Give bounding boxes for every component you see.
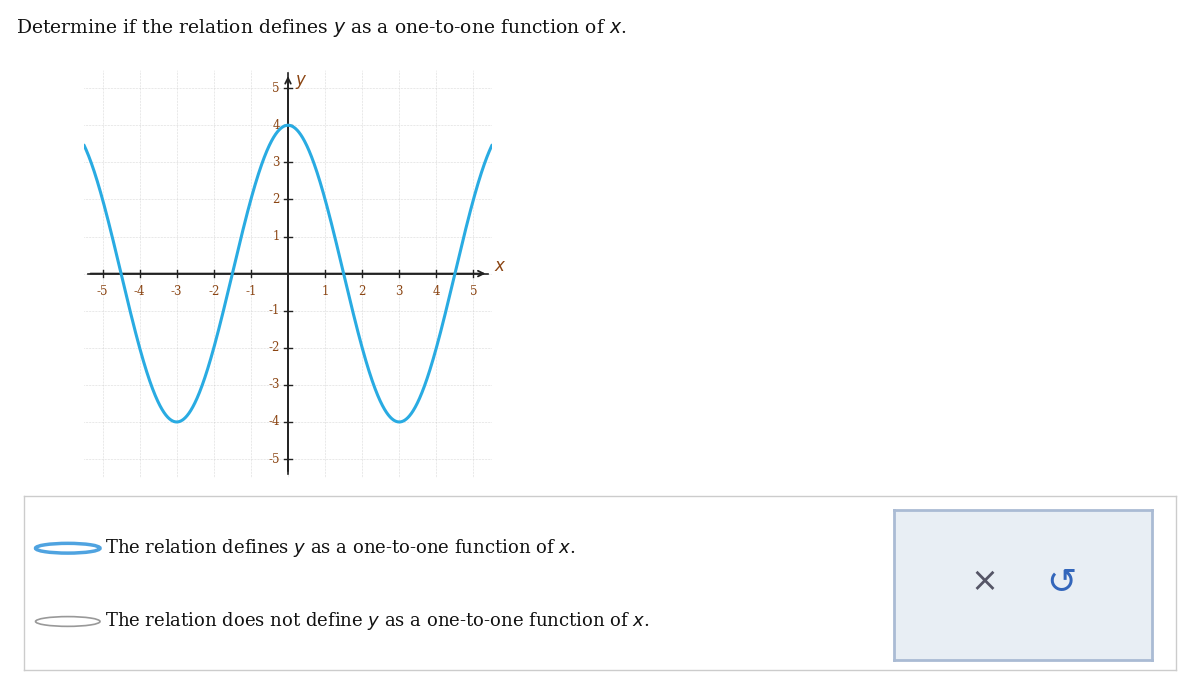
Text: 3: 3	[272, 156, 280, 169]
Text: -1: -1	[269, 304, 280, 317]
Text: -2: -2	[208, 285, 220, 298]
Text: 2: 2	[359, 285, 366, 298]
Text: -1: -1	[245, 285, 257, 298]
Text: 5: 5	[469, 285, 478, 298]
Text: The relation does not define $y$ as a one-to-one function of $x$.: The relation does not define $y$ as a on…	[104, 611, 649, 633]
Text: 3: 3	[396, 285, 403, 298]
Text: 4: 4	[272, 119, 280, 132]
Text: -2: -2	[269, 341, 280, 354]
Text: -5: -5	[97, 285, 108, 298]
Text: 2: 2	[272, 193, 280, 206]
Text: ×: ×	[971, 565, 998, 598]
Text: $x$: $x$	[494, 259, 506, 276]
Text: -3: -3	[170, 285, 182, 298]
Text: ↺: ↺	[1046, 565, 1076, 598]
Text: 4: 4	[433, 285, 440, 298]
Text: -5: -5	[269, 453, 280, 466]
Text: The relation defines $y$ as a one-to-one function of $x$.: The relation defines $y$ as a one-to-one…	[104, 537, 575, 560]
Text: -4: -4	[269, 415, 280, 428]
Text: -4: -4	[134, 285, 145, 298]
Text: Determine if the relation defines $y$ as a one-to-one function of $x$.: Determine if the relation defines $y$ as…	[16, 17, 626, 39]
Text: 1: 1	[272, 230, 280, 243]
Text: 1: 1	[322, 285, 329, 298]
Text: $y$: $y$	[295, 73, 307, 90]
Text: 5: 5	[272, 81, 280, 94]
Text: -3: -3	[269, 378, 280, 391]
